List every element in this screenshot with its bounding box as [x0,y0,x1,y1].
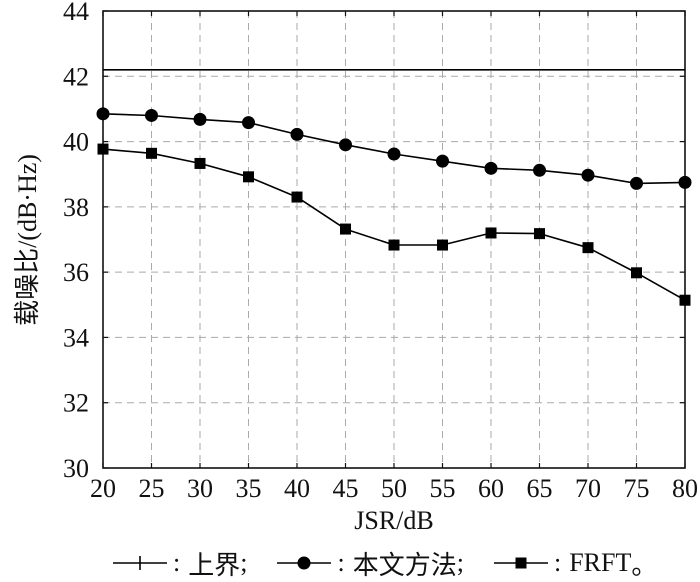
data-point-circle [678,175,692,189]
data-point-circle [484,161,498,175]
x-tick-label: 30 [187,474,213,503]
legend-separator: : [337,548,345,577]
grid [103,11,685,468]
legend-separator: : [173,548,181,577]
data-point-square [485,227,497,239]
legend-circle-marker [277,556,332,570]
legend-ending: ; [456,548,464,577]
data-point-circle [339,138,352,152]
data-point-square [340,223,351,235]
legend-item-frft: : FRFT 。 [493,545,658,582]
y-tick-label: 42 [63,62,89,91]
legend-ending: ; [240,548,248,577]
y-tick-label: 36 [63,258,89,287]
x-tick-label: 80 [672,474,698,503]
x-tick-label: 45 [333,474,359,503]
data-point-square [194,157,206,169]
data-point-circle [96,107,110,121]
y-axis-label: 载噪比/(dB·Hz) [13,154,42,326]
legend-label: 本文方法 [352,550,457,580]
legend: : 上界 ; : 本文方法 ; : FRFT 。 [113,548,657,580]
legend-separator: : [553,548,562,577]
square-marker-icon [515,557,527,569]
data-point-circle [387,147,401,161]
axes: 20 25 30 35 40 45 50 55 60 65 70 75 80 30 32 34 36 38 40 42… [63,0,698,503]
data-point-circle [630,176,643,190]
data-point-square [631,267,642,279]
y-tick-label: 40 [63,128,89,157]
data-point-circle [290,127,304,141]
data-point-circle [145,108,158,122]
data-point-circle [436,154,449,168]
legend-ending: 。 [631,550,658,580]
data-point-square [582,242,594,254]
legend-plus-marker [113,556,167,570]
x-tick-label: 35 [236,474,262,503]
x-tick-label: 25 [139,474,165,503]
series-circle [96,107,692,190]
legend-item-upper-bound: : 上界 ; [113,545,247,582]
legend-square-marker [493,557,548,569]
circle-marker-icon [297,556,311,570]
data-point-circle [533,163,546,177]
x-tick-label: 70 [575,474,601,503]
series-layer [96,69,692,306]
legend-label: 上界 [188,550,241,580]
data-point-square [243,171,254,183]
y-tick-label: 34 [63,323,89,352]
data-point-square [97,143,109,155]
data-point-square [291,191,303,203]
data-point-square [146,147,157,159]
x-tick-label: 75 [624,474,650,503]
data-point-square [388,239,400,251]
data-point-square [679,294,691,306]
y-tick-label: 30 [63,454,89,483]
y-tick-label: 32 [63,389,89,418]
x-tick-label: 60 [478,474,504,503]
data-point-circle [581,168,595,182]
plot-frame [102,10,686,469]
x-axis-label: JSR/dB [354,506,434,535]
x-tick-label: 55 [430,474,456,503]
y-tick-label: 44 [63,0,89,26]
data-point-circle [193,112,207,126]
data-point-circle [242,116,255,130]
data-point-square [437,239,448,251]
x-tick-label: 40 [284,474,310,503]
x-tick-label: 50 [381,474,407,503]
x-tick-label: 65 [527,474,553,503]
data-point-square [534,228,545,240]
x-tick-label: 20 [90,474,116,503]
legend-label: FRFT [569,548,632,577]
legend-item-proposed-method: : 本文方法 ; [277,545,464,582]
series-square [97,143,691,306]
y-tick-label: 38 [63,193,89,222]
